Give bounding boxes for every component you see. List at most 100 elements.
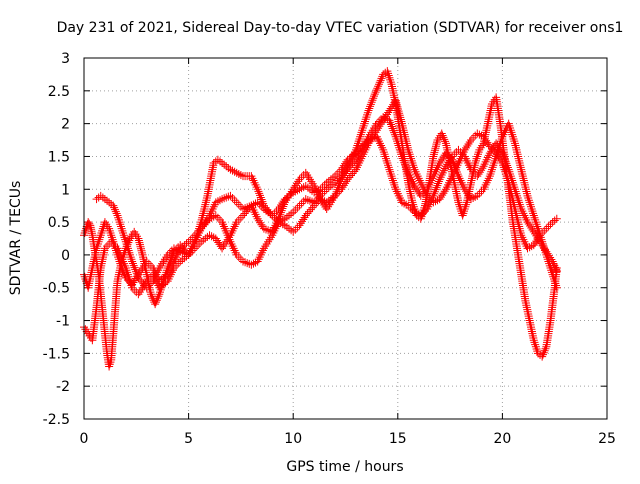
- data-point: [299, 183, 308, 192]
- data-point: [180, 249, 189, 258]
- data-point: [516, 161, 525, 170]
- data-point: [441, 137, 450, 146]
- data-point: [324, 177, 333, 186]
- data-point: [403, 141, 412, 150]
- data-point: [176, 257, 185, 266]
- data-point: [389, 178, 398, 187]
- data-point: [363, 108, 372, 117]
- data-point: [414, 210, 423, 219]
- data-point: [462, 200, 471, 209]
- data-point: [222, 193, 231, 202]
- data-point: [386, 118, 395, 127]
- data-point: [374, 82, 383, 91]
- data-point: [478, 164, 487, 173]
- data-point: [322, 178, 331, 187]
- data-point: [386, 167, 395, 176]
- data-point: [241, 258, 250, 267]
- data-point: [529, 211, 538, 220]
- data-point: [105, 198, 114, 207]
- y-tick-label: 1: [61, 182, 70, 198]
- data-point: [220, 160, 229, 169]
- data-point: [373, 84, 382, 93]
- data-point: [259, 224, 268, 233]
- data-point: [264, 226, 273, 235]
- data-series: [80, 67, 561, 371]
- y-tick-label: -2.5: [43, 412, 70, 428]
- data-point: [471, 156, 480, 165]
- data-point: [375, 78, 384, 87]
- data-point: [232, 168, 241, 177]
- data-point: [548, 218, 557, 227]
- data-point: [201, 234, 210, 243]
- data-point: [132, 267, 141, 276]
- data-point: [471, 159, 480, 168]
- data-point: [199, 209, 208, 218]
- data-point: [178, 255, 187, 264]
- data-point: [541, 344, 550, 353]
- data-point: [544, 222, 553, 231]
- data-point: [474, 148, 483, 157]
- data-point: [92, 195, 101, 204]
- data-point: [359, 121, 368, 130]
- data-point: [400, 158, 409, 167]
- data-point: [278, 204, 287, 213]
- data-point: [220, 194, 229, 203]
- data-point: [407, 154, 416, 163]
- data-point: [368, 96, 377, 105]
- data-point: [525, 198, 534, 207]
- data-point: [240, 209, 249, 218]
- data-point: [343, 155, 352, 164]
- data-point: [151, 298, 160, 307]
- data-point: [539, 348, 548, 357]
- data-point: [135, 238, 144, 247]
- data-point: [209, 212, 218, 221]
- data-point: [80, 229, 89, 238]
- data-point: [228, 194, 237, 203]
- data-point: [386, 78, 395, 87]
- data-point: [397, 198, 406, 207]
- data-point: [370, 92, 379, 101]
- data-point: [510, 137, 519, 146]
- data-point: [390, 130, 399, 139]
- data-point: [512, 145, 521, 154]
- data-point: [232, 198, 241, 207]
- data-point: [386, 75, 395, 84]
- data-point: [508, 130, 517, 139]
- data-point: [433, 181, 442, 190]
- data-point: [386, 169, 395, 178]
- data-point: [172, 245, 181, 254]
- data-point: [525, 243, 534, 252]
- data-point: [432, 183, 441, 192]
- x-tick-label: 20: [493, 431, 511, 447]
- data-point: [538, 352, 547, 361]
- data-point: [523, 191, 532, 200]
- data-point: [224, 163, 233, 172]
- plot-frame: [83, 57, 608, 420]
- data-point: [118, 226, 127, 235]
- x-tick-label: 0: [80, 431, 89, 447]
- data-point: [293, 203, 302, 212]
- data-point: [230, 167, 239, 176]
- data-point: [440, 135, 449, 144]
- data-point: [287, 226, 296, 235]
- data-point: [324, 196, 333, 205]
- data-point: [542, 224, 551, 233]
- data-point: [294, 177, 303, 186]
- data-point: [376, 76, 385, 85]
- data-point: [518, 169, 527, 178]
- data-point: [513, 148, 522, 157]
- data-point: [213, 213, 222, 222]
- x-tick-label: 15: [389, 431, 407, 447]
- data-point: [513, 213, 522, 222]
- data-point: [524, 196, 533, 205]
- data-point: [270, 209, 279, 218]
- data-point: [448, 155, 457, 164]
- data-point: [533, 349, 542, 358]
- data-point: [169, 244, 178, 253]
- data-point: [516, 226, 525, 235]
- data-point: [538, 350, 547, 359]
- data-point: [405, 150, 414, 159]
- data-point: [96, 191, 105, 200]
- data-point: [230, 196, 239, 205]
- data-point: [552, 281, 561, 290]
